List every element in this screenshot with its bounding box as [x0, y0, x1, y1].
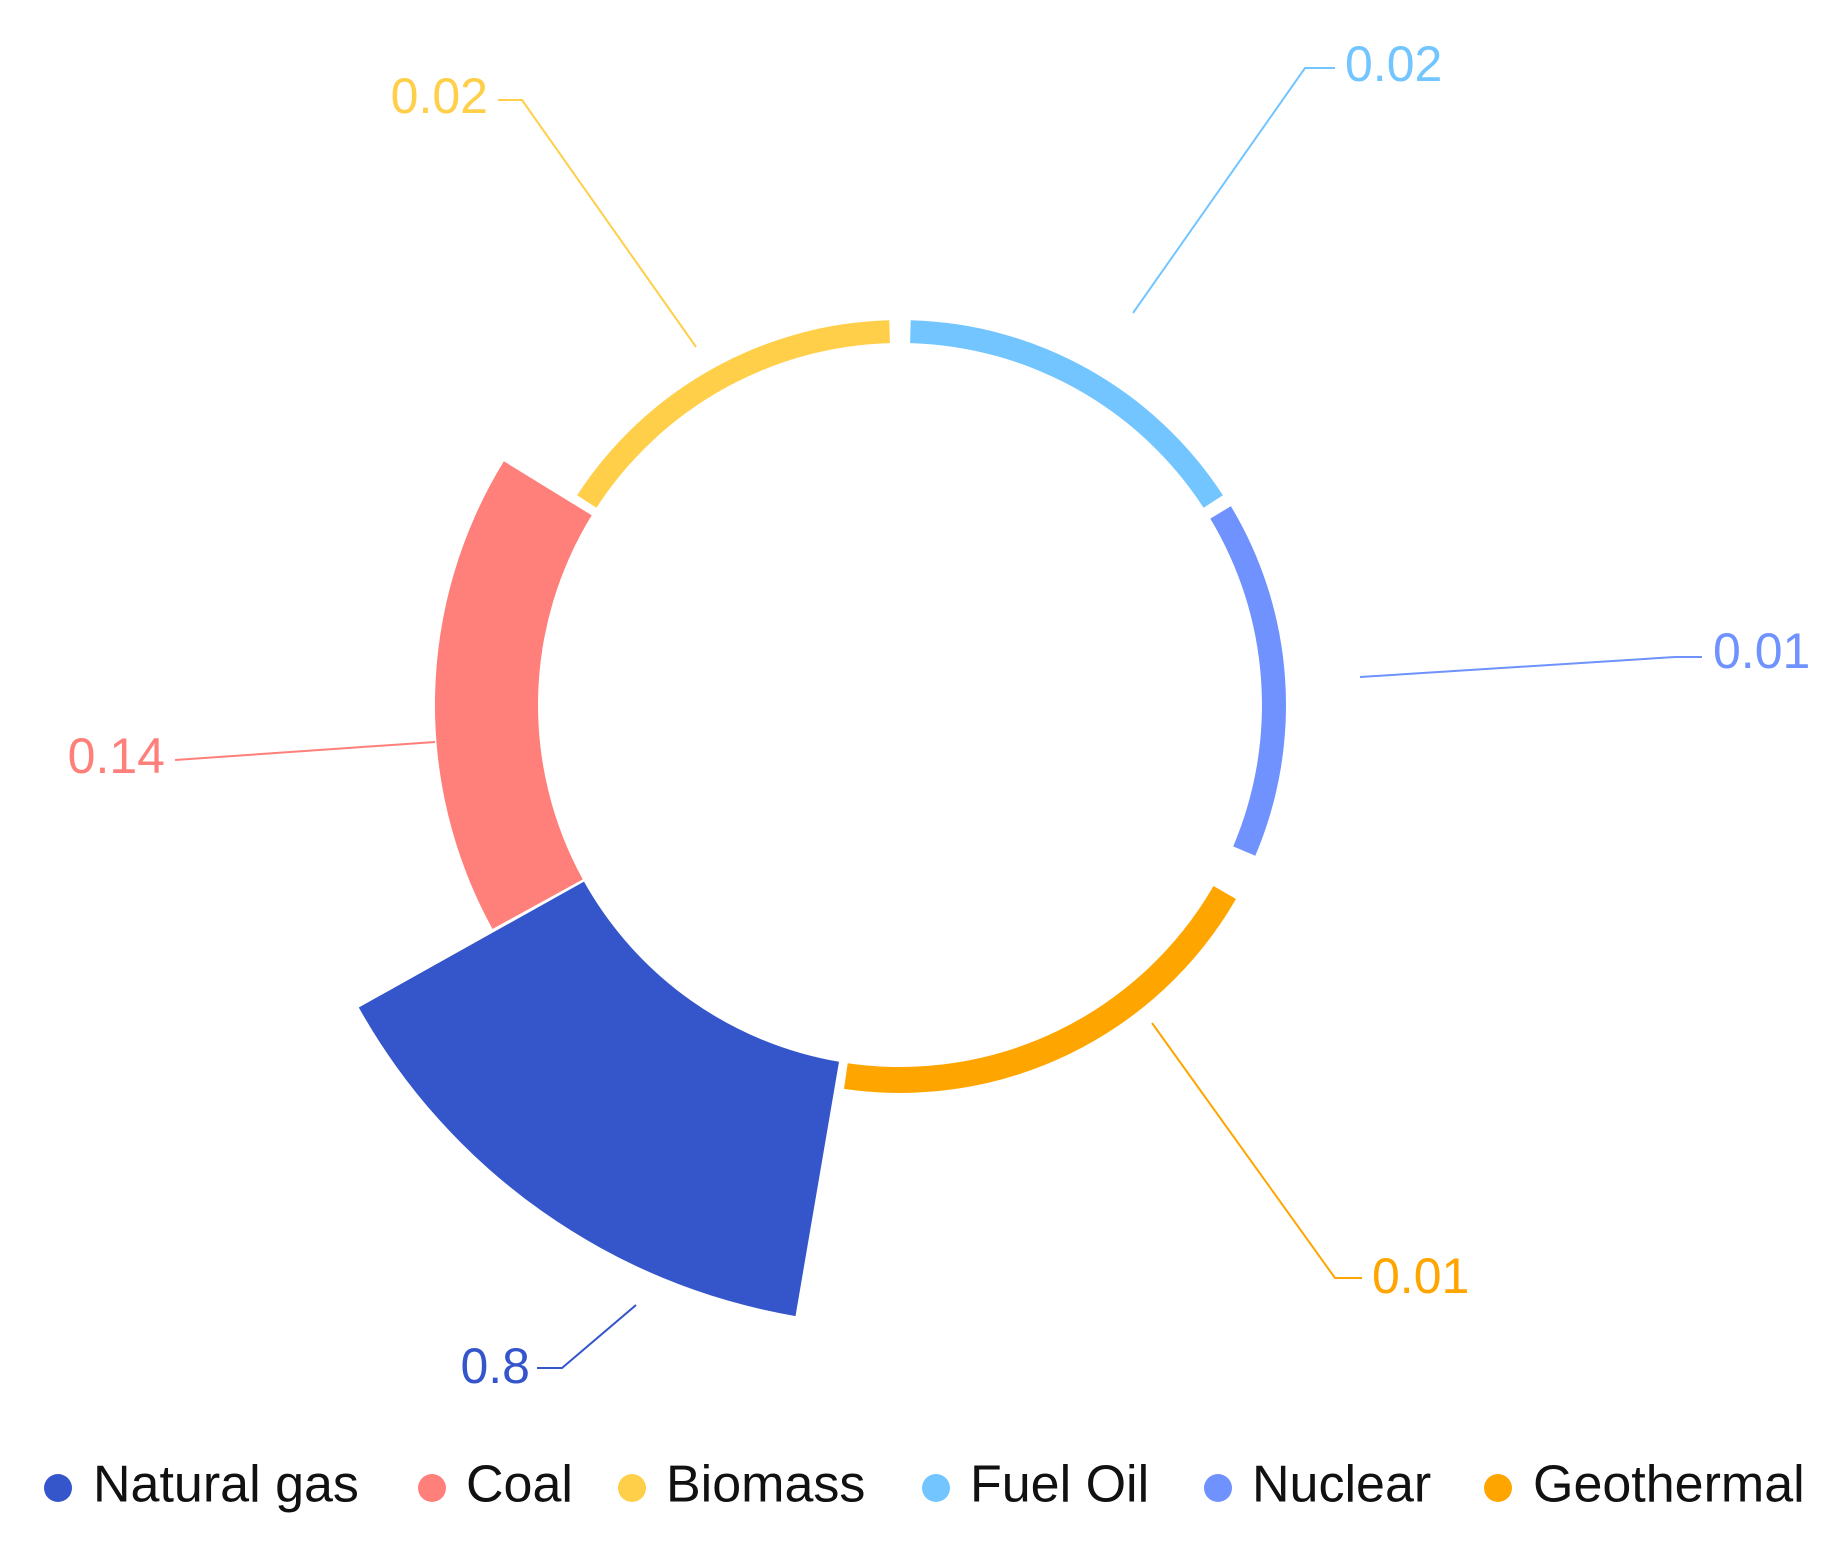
value-label-geothermal: 0.01	[1372, 1248, 1469, 1304]
legend-marker-biomass	[618, 1474, 646, 1502]
legend-marker-fuel-oil	[922, 1474, 950, 1502]
chart-slices	[358, 320, 1286, 1317]
legend-item-coal[interactable]: Coal	[418, 1456, 573, 1514]
chart-legend: Natural gas Coal Biomass Fuel Oil Nuclear Geo…	[44, 1456, 1805, 1514]
legend-item-fuel-oil[interactable]: Fuel Oil	[922, 1456, 1149, 1514]
leader-line-coal	[174, 741, 436, 761]
chart-leader-lines	[174, 67, 1702, 1369]
legend-label-geothermal: Geothermal	[1533, 1456, 1805, 1514]
slice-natural-gas[interactable]	[358, 881, 839, 1317]
legend-marker-natural-gas	[44, 1474, 72, 1502]
slice-biomass[interactable]	[577, 320, 890, 508]
slice-fuel-oil[interactable]	[910, 320, 1223, 508]
leader-line-natural-gas	[537, 1304, 637, 1369]
legend-item-biomass[interactable]: Biomass	[618, 1456, 865, 1514]
legend-marker-coal	[418, 1474, 446, 1502]
slice-nuclear[interactable]	[1210, 506, 1286, 856]
leader-line-geothermal	[1151, 1022, 1362, 1279]
legend-label-natural-gas: Natural gas	[93, 1456, 359, 1514]
value-label-nuclear: 0.01	[1713, 623, 1810, 679]
value-label-fuel-oil: 0.02	[1345, 36, 1442, 92]
leader-line-biomass	[498, 99, 697, 348]
value-label-natural-gas: 0.8	[460, 1338, 530, 1394]
leader-line-nuclear	[1359, 656, 1702, 678]
legend-item-nuclear[interactable]: Nuclear	[1204, 1456, 1431, 1514]
legend-item-geothermal[interactable]: Geothermal	[1484, 1456, 1805, 1514]
legend-label-nuclear: Nuclear	[1252, 1456, 1431, 1514]
slice-coal[interactable]	[434, 461, 592, 929]
legend-marker-nuclear	[1204, 1474, 1232, 1502]
legend-label-biomass: Biomass	[666, 1456, 865, 1514]
legend-label-coal: Coal	[466, 1456, 573, 1514]
chart-value-labels: 0.8 0.14 0.02 0.02 0.01 0.01	[68, 36, 1811, 1394]
slice-geothermal[interactable]	[844, 886, 1236, 1093]
value-label-biomass: 0.02	[391, 68, 488, 124]
value-label-coal: 0.14	[68, 728, 165, 784]
legend-marker-geothermal	[1484, 1474, 1512, 1502]
legend-label-fuel-oil: Fuel Oil	[970, 1456, 1149, 1514]
legend-item-natural-gas[interactable]: Natural gas	[44, 1456, 359, 1514]
leader-line-fuel-oil	[1132, 67, 1335, 314]
